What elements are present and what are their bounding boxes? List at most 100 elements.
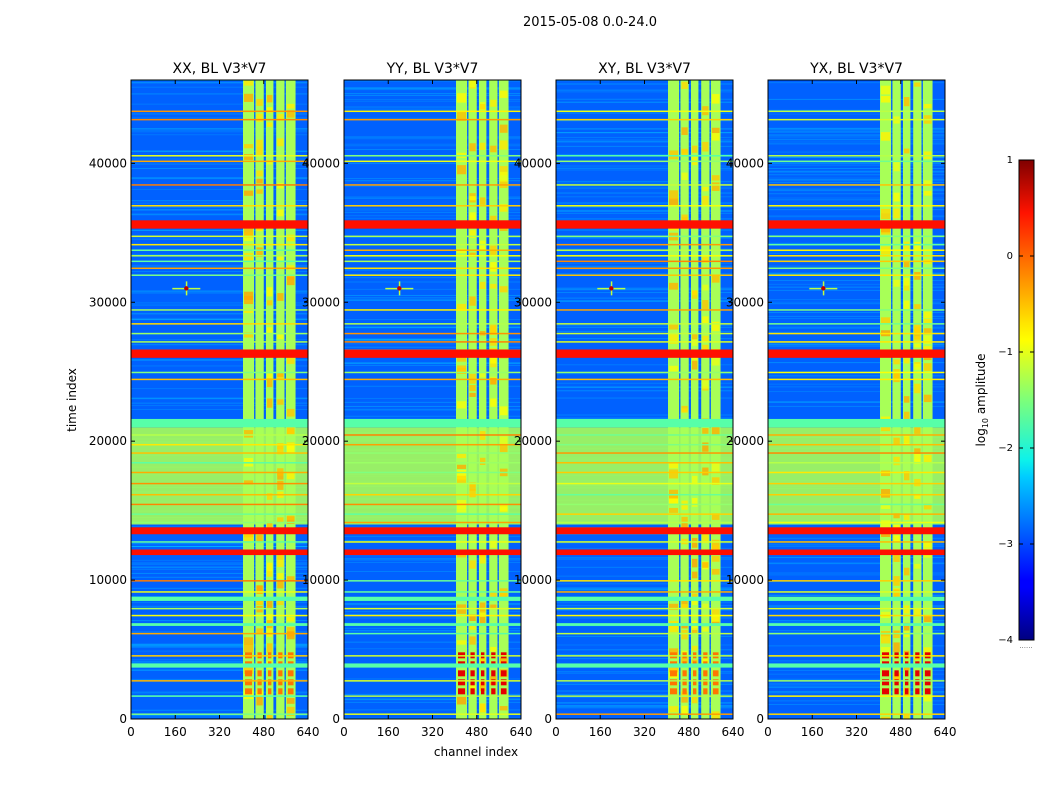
rfi-blob [277, 138, 284, 147]
rfi-blob [499, 506, 508, 511]
rfi-blob [277, 183, 284, 189]
noise-row [556, 112, 733, 114]
noise-row [344, 294, 521, 296]
flagged-time-band [768, 663, 945, 668]
noise-row [131, 202, 308, 204]
noise-row [131, 291, 308, 293]
flagged-time-band [556, 220, 733, 229]
noise-row [556, 120, 733, 122]
noise-row [768, 134, 945, 136]
rfi-blob [669, 190, 679, 200]
noise-row [768, 630, 945, 632]
y-tick-label: 0 [544, 712, 552, 726]
flag-row [131, 160, 308, 163]
flag-row [556, 118, 733, 121]
rfi-blob [469, 560, 476, 569]
flag-row [344, 378, 521, 381]
rfi-blob [266, 562, 273, 572]
rfi-blob [903, 300, 910, 310]
rfi-blob [490, 99, 497, 107]
rfi-blob [499, 436, 508, 444]
rfi-blob [457, 502, 467, 513]
noise-row [768, 272, 945, 274]
rfi-blob [691, 600, 698, 605]
noise-row [344, 699, 521, 701]
noise-row [344, 277, 521, 279]
rfi-blob [669, 365, 679, 372]
noise-row [131, 209, 308, 211]
flagged-time-band [556, 527, 733, 535]
noise-row [131, 359, 308, 361]
rfi-channel-band [710, 80, 721, 719]
flag-row [768, 267, 945, 270]
rfi-blob [499, 171, 508, 182]
rfi-blob [923, 311, 932, 319]
flag-row [131, 110, 308, 113]
rfi-blob [903, 358, 910, 364]
rfi-blob [277, 573, 284, 579]
point-source [397, 286, 402, 291]
noise-row [344, 408, 521, 410]
rfi-blob [881, 532, 891, 537]
rfi-blob [286, 698, 295, 704]
rfi-blob [923, 318, 932, 324]
colorbar-label-prefix: log [974, 428, 988, 446]
hot-rfi-blob [712, 679, 719, 686]
flag-row [556, 695, 733, 697]
panel-title: XX, BL V3*V7 [173, 61, 267, 77]
noise-row [556, 671, 733, 673]
rfi-blob [266, 599, 273, 609]
hot-rfi-blob [245, 670, 253, 677]
noise-row [344, 559, 521, 561]
flag-row [131, 155, 308, 157]
flag-row [556, 607, 733, 610]
noise-row [131, 103, 308, 105]
rfi-blob [914, 343, 921, 348]
colorbar-tick-label: −4 [998, 635, 1013, 646]
rfi-blob [266, 373, 273, 380]
rfi-blob [244, 690, 254, 700]
noise-row [344, 617, 521, 619]
noise-row [131, 292, 308, 294]
noise-row [344, 88, 521, 90]
noise-row [344, 611, 521, 613]
rfi-blob [479, 197, 486, 205]
noise-row [131, 605, 308, 607]
rfi-blob [457, 464, 467, 469]
noise-row [768, 286, 945, 288]
noise-row [768, 700, 945, 702]
rfi-channel-band [880, 80, 892, 719]
flag-row [344, 205, 521, 207]
colorbar-label-subscript: 10 [981, 418, 990, 428]
rfi-blob [277, 480, 284, 490]
noise-row [556, 101, 733, 103]
noise-row [131, 691, 308, 693]
noise-row [556, 167, 733, 169]
flag-row [556, 503, 733, 506]
noise-row [131, 545, 308, 547]
hot-rfi-blob [924, 670, 931, 677]
noise-row [768, 326, 945, 328]
rfi-channel-band [243, 80, 255, 719]
noise-row [344, 143, 521, 145]
flag-row [768, 274, 945, 276]
noise-row [344, 603, 521, 605]
noise-row [556, 186, 733, 188]
rfi-blob [914, 336, 921, 341]
flag-row [344, 471, 521, 474]
noise-row [556, 601, 733, 603]
x-tick-label: 480 [677, 725, 700, 739]
noise-row [768, 301, 945, 303]
flag-row [556, 378, 733, 381]
noise-row [131, 213, 308, 215]
noise-row [768, 139, 945, 141]
flag-row [131, 184, 308, 186]
flagged-time-band [556, 596, 733, 601]
noise-row [131, 572, 308, 574]
noise-row [768, 179, 945, 181]
noise-row [131, 344, 308, 346]
flag-row [556, 493, 733, 496]
noise-row [768, 157, 945, 159]
noise-row [344, 526, 521, 528]
noise-row [344, 185, 521, 187]
